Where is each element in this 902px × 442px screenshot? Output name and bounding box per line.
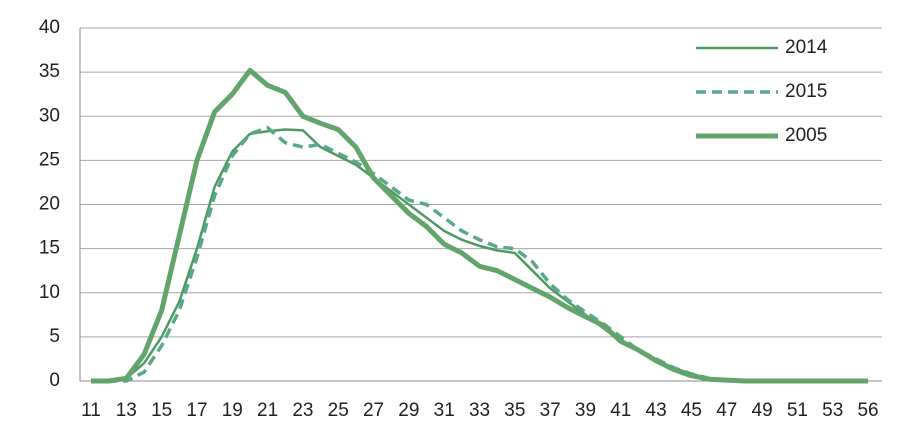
x-tick-label: 43 [646,400,667,421]
x-tick-label: 35 [504,400,525,421]
y-tick-label: 10 [39,282,60,303]
x-tick-label: 27 [363,400,384,421]
x-tick-label: 53 [822,400,843,421]
y-tick-label: 35 [39,61,60,82]
x-tick-label: 29 [398,400,419,421]
x-tick-label: 21 [257,400,278,421]
x-tick-label: 19 [222,400,243,421]
x-tick-label: 17 [186,400,207,421]
y-tick-label: 20 [39,194,60,215]
x-tick-label: 15 [151,400,172,421]
y-tick-label: 25 [39,149,60,170]
x-tick-label: 31 [434,400,455,421]
legend-label: 2015 [785,81,827,102]
x-tick-label: 47 [716,400,737,421]
x-tick-label: 39 [575,400,596,421]
data-line [91,67,869,384]
x-tick-label: 23 [292,400,313,421]
data-line [91,125,869,383]
x-tick-label: 37 [540,400,561,421]
x-tick-label: 41 [610,400,631,421]
x-tick-label: 51 [787,400,808,421]
y-tick-label: 0 [49,370,60,391]
x-tick-label: 33 [469,400,490,421]
legend-label: 2005 [785,125,827,146]
y-tick-label: 5 [49,326,60,347]
x-tick-label: 45 [681,400,702,421]
y-tick-label: 30 [39,105,60,126]
y-tick-label: 40 [39,17,60,38]
y-tick-label: 15 [39,238,60,259]
x-tick-label: 13 [116,400,137,421]
x-tick-label: 25 [328,400,349,421]
x-tick-label: 49 [752,400,773,421]
legend-label: 2014 [785,37,828,58]
x-tick-label: 11 [81,400,101,421]
x-tick-label: 56 [857,400,878,421]
data-line [91,128,869,383]
